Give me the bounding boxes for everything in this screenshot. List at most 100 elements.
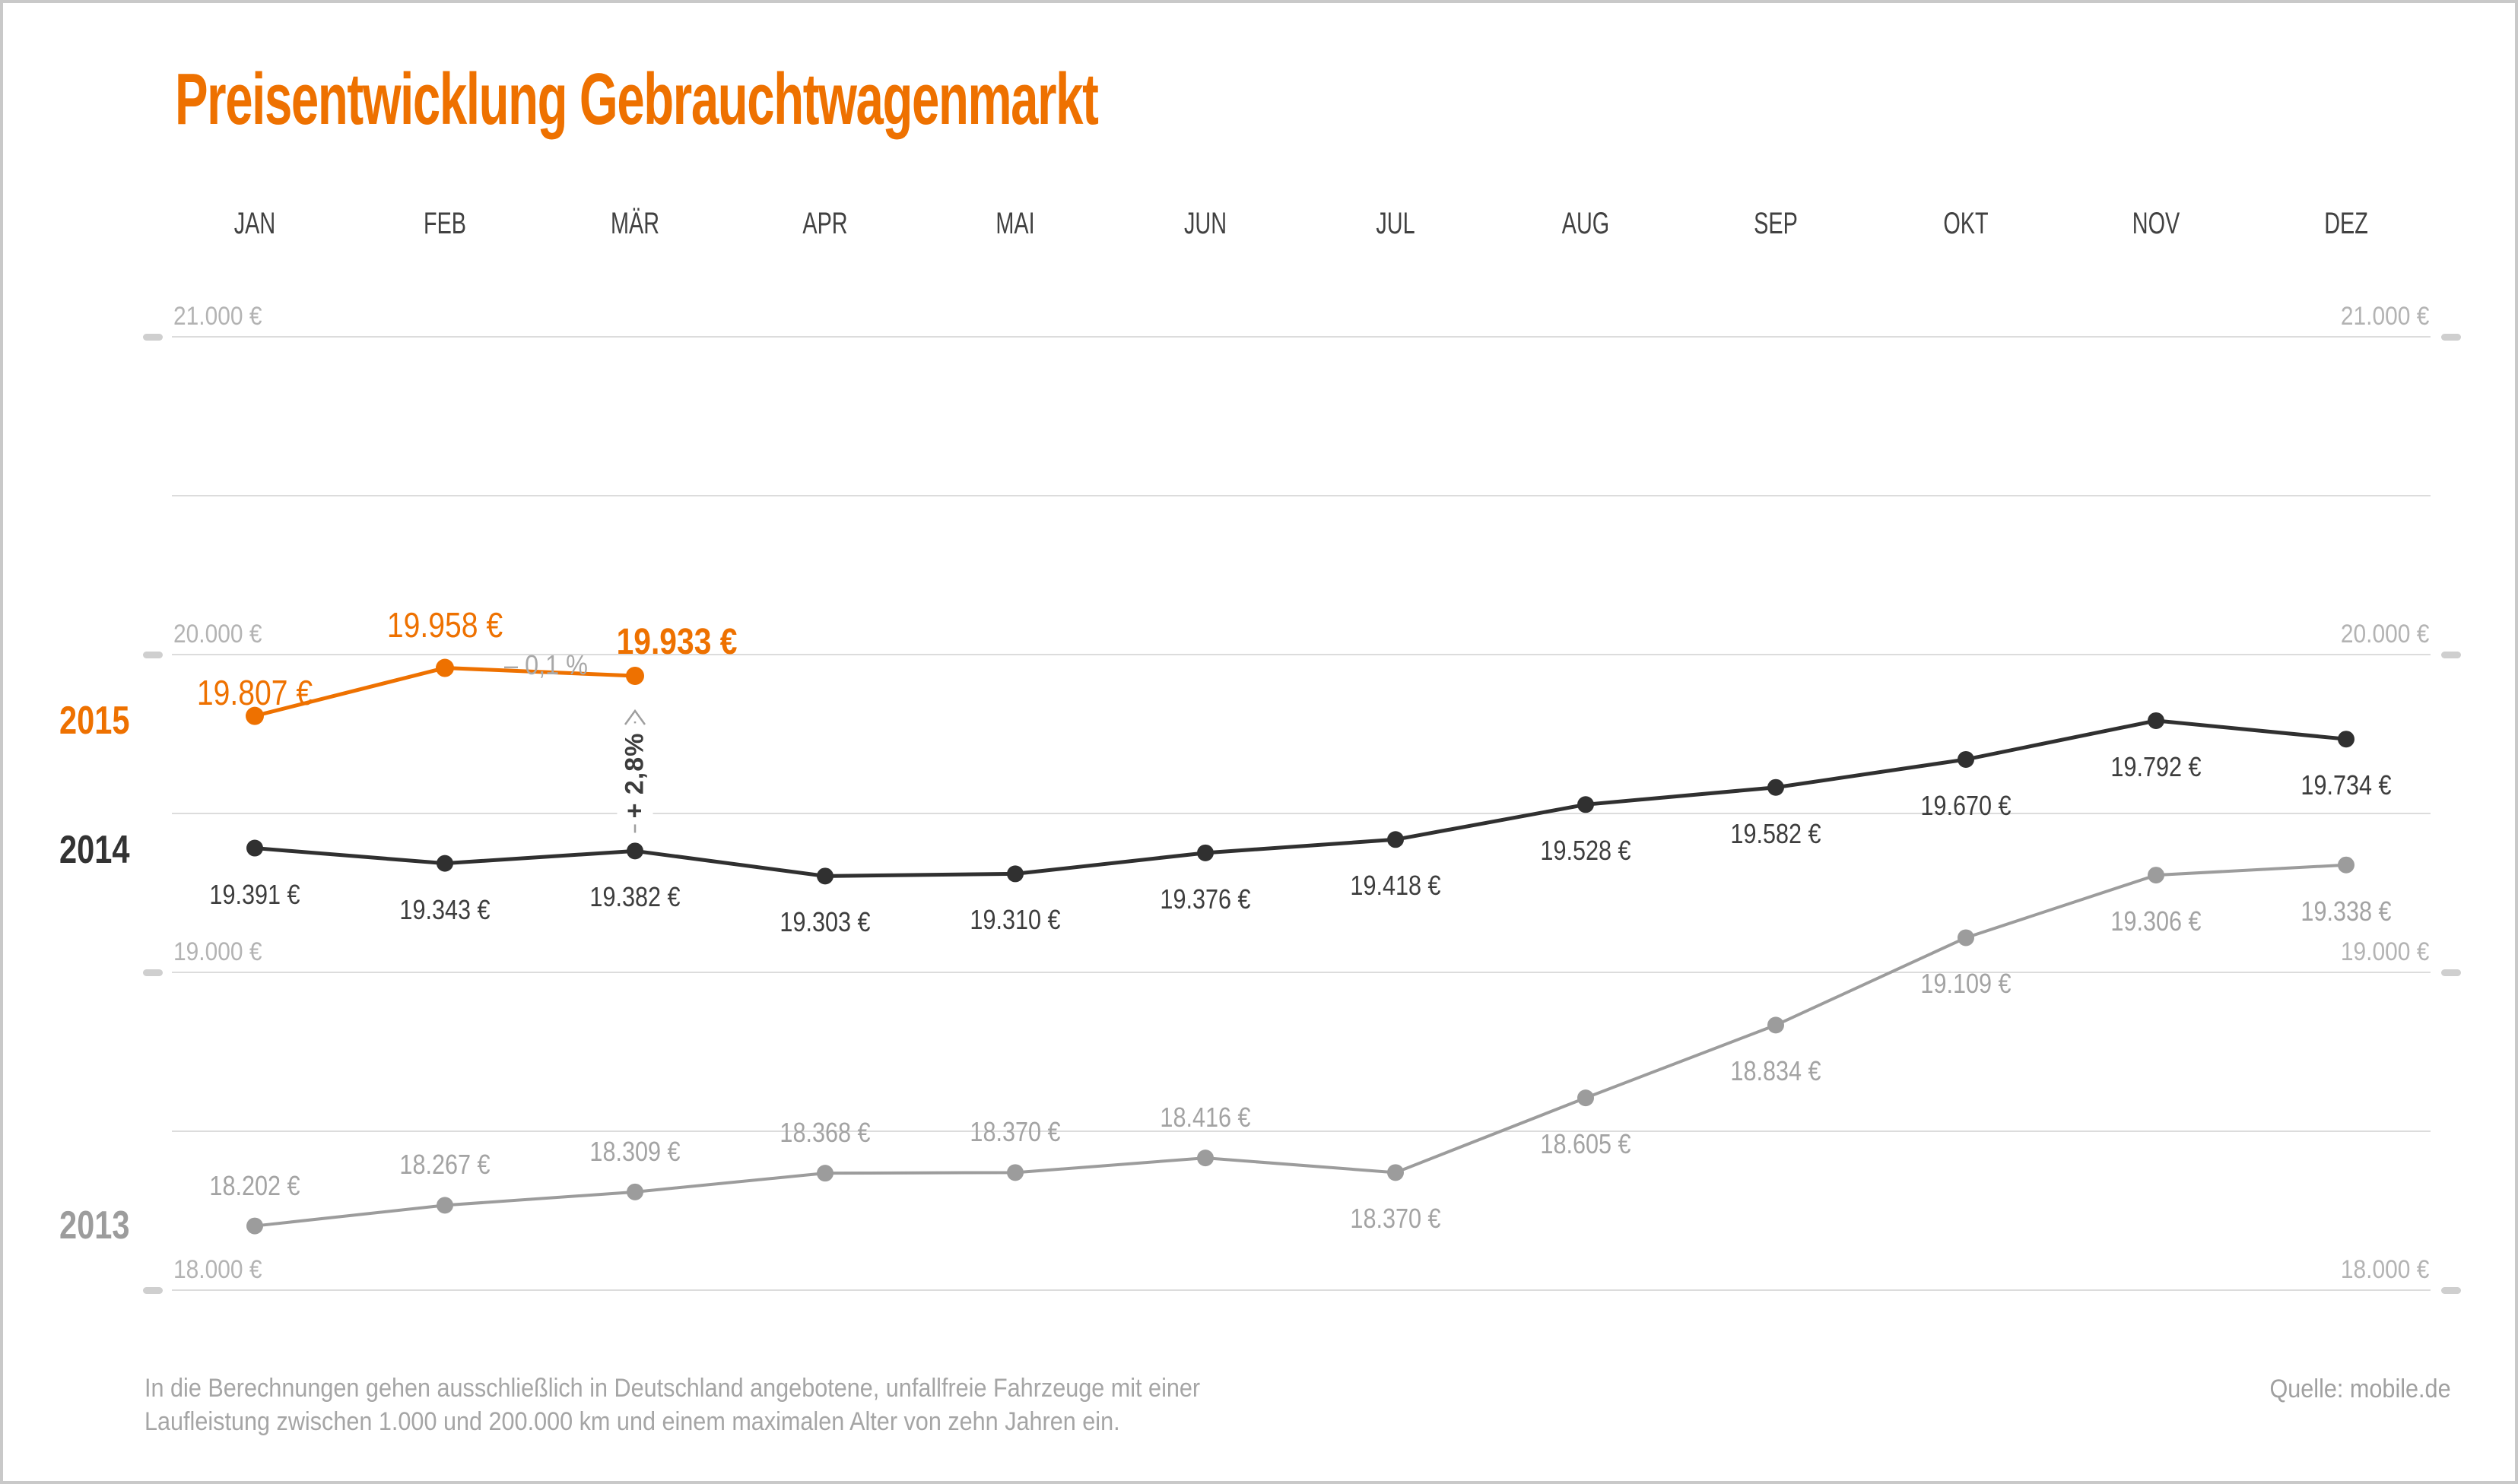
gridline-18000 — [172, 1289, 2431, 1291]
data-point-2014-jan — [246, 839, 263, 857]
y-axis-tick-right-21000 — [2441, 334, 2461, 341]
gridline-19500 — [172, 813, 2431, 814]
month-label-sep: SEP — [1754, 207, 1798, 240]
month-label-mär: MÄR — [610, 207, 659, 240]
data-point-2013-jun — [1197, 1149, 1214, 1167]
data-point-2013-nov — [2148, 867, 2164, 884]
y-axis-tick-left-20000 — [143, 652, 163, 658]
gridline-21000 — [172, 336, 2431, 338]
y-axis-tick-right-20000 — [2441, 652, 2461, 658]
month-label-dez: DEZ — [2324, 207, 2368, 240]
data-label-2014-jan: 19.391 € — [209, 878, 300, 910]
data-point-2015-jan — [246, 706, 264, 725]
data-label-2014-sep: 19.582 € — [1730, 817, 1821, 849]
y-axis-label-right-20000: 20.000 € — [2340, 620, 2429, 648]
y-axis-tick-left-19000 — [143, 969, 163, 976]
y-axis-label-left-18000: 18.000 € — [173, 1255, 262, 1284]
month-label-nov: NOV — [2132, 207, 2180, 240]
data-point-2015-feb — [436, 658, 454, 677]
data-label-2014-mär: 19.382 € — [589, 881, 681, 913]
data-label-2014-mai: 19.310 € — [970, 904, 1061, 936]
data-label-2013-dez: 19.338 € — [2300, 895, 2392, 927]
data-point-2014-apr — [817, 867, 834, 885]
data-point-2014-mai — [1007, 865, 1024, 883]
data-label-2013-feb: 18.267 € — [399, 1149, 491, 1181]
gridline-19000 — [172, 972, 2431, 973]
month-label-mai: MAI — [995, 207, 1035, 240]
data-point-2013-okt — [1958, 929, 1974, 947]
month-label-apr: APR — [802, 207, 848, 240]
data-label-2013-nov: 19.306 € — [2110, 905, 2202, 937]
annotation-change-2014-2015-mar-label: + 2,8% — [617, 726, 653, 825]
y-axis-tick-left-18000 — [143, 1287, 163, 1294]
month-label-feb: FEB — [423, 207, 467, 240]
data-point-2013-mai — [1007, 1164, 1024, 1181]
gridline-18500 — [172, 1130, 2431, 1132]
data-label-2015-feb: 19.958 € — [386, 604, 503, 645]
month-label-jan: JAN — [233, 207, 276, 240]
data-label-2014-nov: 19.792 € — [2110, 750, 2202, 782]
data-label-2014-jul: 19.418 € — [1350, 870, 1441, 902]
y-axis-label-right-19000: 19.000 € — [2340, 937, 2429, 966]
annotation-change-feb-mar: – 0,1 % — [504, 648, 588, 680]
data-point-2014-jul — [1387, 831, 1404, 848]
month-label-jul: JUL — [1376, 207, 1415, 240]
data-label-2015-jan: 19.807 € — [196, 672, 313, 712]
data-point-2014-feb — [437, 855, 453, 872]
y-axis-tick-left-21000 — [143, 334, 163, 341]
data-point-2013-aug — [1577, 1089, 1594, 1107]
gridline-20500 — [172, 495, 2431, 496]
data-label-2014-apr: 19.303 € — [780, 906, 871, 938]
y-axis-tick-right-18000 — [2441, 1287, 2461, 1294]
page-title: Preisentwicklung Gebrauchtwagenmarkt — [175, 59, 1099, 140]
data-label-2013-mai: 18.370 € — [970, 1116, 1061, 1148]
data-point-2014-mär — [627, 842, 643, 860]
series-line-2013 — [254, 863, 2347, 1228]
data-point-2014-okt — [1958, 750, 1974, 768]
data-point-2013-dez — [2338, 856, 2354, 874]
data-label-2014-okt: 19.670 € — [1920, 789, 2012, 821]
series-line-2014 — [254, 718, 2347, 878]
data-label-2014-dez: 19.734 € — [2300, 769, 2392, 801]
y-axis-label-right-18000: 18.000 € — [2340, 1255, 2429, 1284]
data-point-2014-dez — [2338, 731, 2354, 748]
data-label-2014-feb: 19.343 € — [399, 893, 491, 925]
data-point-2014-aug — [1577, 796, 1594, 813]
data-point-2014-sep — [1767, 778, 1784, 796]
series-year-label-2013: 2013 — [59, 1203, 130, 1248]
data-label-2013-jun: 18.416 € — [1160, 1102, 1251, 1134]
source-credit: Quelle: mobile.de — [2269, 1375, 2451, 1403]
annotation-arrow-head — [624, 709, 646, 725]
footer-methodology-note: In die Berechnungen gehen ausschließlich… — [144, 1371, 1200, 1438]
data-point-2013-sep — [1767, 1016, 1784, 1034]
data-point-2013-feb — [437, 1197, 453, 1214]
month-label-okt: OKT — [1943, 207, 1989, 240]
y-axis-tick-right-19000 — [2441, 969, 2461, 976]
month-label-jun: JUN — [1183, 207, 1227, 240]
series-year-label-2015: 2015 — [59, 699, 130, 743]
data-point-2013-jan — [246, 1217, 263, 1235]
y-axis-label-left-20000: 20.000 € — [173, 620, 262, 648]
data-label-2013-sep: 18.834 € — [1730, 1055, 1821, 1087]
gridline-20000 — [172, 654, 2431, 655]
data-label-2015-mär: 19.933 € — [616, 622, 738, 662]
y-axis-label-right-21000: 21.000 € — [2340, 302, 2429, 331]
data-label-2014-jun: 19.376 € — [1160, 883, 1251, 915]
y-axis-label-left-21000: 21.000 € — [173, 302, 262, 331]
data-label-2013-apr: 18.368 € — [780, 1117, 871, 1149]
data-point-2013-jul — [1387, 1164, 1404, 1181]
data-label-2013-aug: 18.605 € — [1540, 1128, 1631, 1160]
data-point-2014-nov — [2148, 712, 2164, 729]
data-label-2013-mär: 18.309 € — [589, 1135, 681, 1167]
data-point-2015-mär — [626, 667, 644, 686]
data-point-2013-apr — [817, 1165, 834, 1182]
y-axis-label-left-19000: 19.000 € — [173, 937, 262, 966]
data-label-2013-jul: 18.370 € — [1350, 1203, 1441, 1235]
footer-line-2: Laufleistung zwischen 1.000 und 200.000 … — [144, 1407, 1120, 1436]
month-label-aug: AUG — [1561, 207, 1610, 240]
footer-line-1: In die Berechnungen gehen ausschließlich… — [144, 1374, 1201, 1403]
data-label-2013-jan: 18.202 € — [209, 1169, 300, 1201]
data-label-2014-aug: 19.528 € — [1540, 835, 1631, 867]
